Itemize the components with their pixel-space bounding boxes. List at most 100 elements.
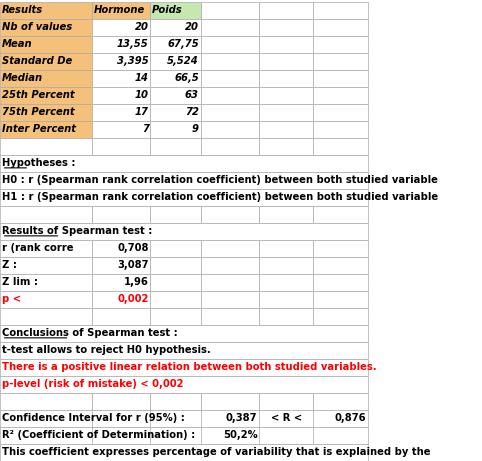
Bar — [259, 19, 313, 36]
Bar — [313, 2, 368, 19]
Bar — [92, 274, 150, 291]
Bar — [0, 240, 92, 257]
Text: p <: p < — [1, 294, 21, 304]
Bar — [259, 138, 313, 155]
Bar — [0, 19, 92, 36]
Bar — [201, 240, 259, 257]
Text: This coefficient expresses percentage of variability that is explained by the: This coefficient expresses percentage of… — [1, 447, 430, 457]
Text: 50,2%: 50,2% — [223, 430, 257, 440]
Bar — [150, 240, 201, 257]
Text: 14: 14 — [135, 73, 149, 83]
Bar — [201, 70, 259, 87]
Bar — [0, 36, 92, 53]
Text: Results: Results — [1, 5, 43, 15]
Bar — [92, 121, 150, 138]
Bar — [201, 53, 259, 70]
Text: 13,55: 13,55 — [117, 39, 149, 49]
Bar — [259, 393, 313, 410]
Bar — [313, 19, 368, 36]
Bar — [0, 393, 92, 410]
Bar — [92, 308, 150, 325]
Bar — [259, 87, 313, 104]
Bar — [150, 2, 201, 19]
Bar — [201, 2, 259, 19]
Text: Standard De: Standard De — [1, 56, 72, 66]
Bar — [201, 19, 259, 36]
Bar — [150, 70, 201, 87]
Bar — [259, 104, 313, 121]
Bar — [313, 240, 368, 257]
Bar — [201, 87, 259, 104]
Text: 5,524: 5,524 — [167, 56, 199, 66]
Bar — [92, 393, 150, 410]
Text: Poids: Poids — [152, 5, 183, 15]
Text: Mean: Mean — [1, 39, 32, 49]
Text: p-level (risk of mistake) < 0,002: p-level (risk of mistake) < 0,002 — [1, 379, 183, 389]
Text: 3,087: 3,087 — [117, 260, 149, 270]
Bar — [92, 70, 150, 87]
Bar — [150, 104, 201, 121]
Bar — [0, 104, 92, 121]
Bar — [0, 325, 368, 342]
Text: There is a positive linear relation between both studied variables.: There is a positive linear relation betw… — [1, 362, 376, 372]
Bar — [313, 308, 368, 325]
Bar — [0, 274, 92, 291]
Bar — [150, 291, 201, 308]
Bar — [150, 138, 201, 155]
Bar — [259, 36, 313, 53]
Bar — [150, 19, 201, 36]
Text: H1 : r (Spearman rank correlation coefficient) between both studied variable: H1 : r (Spearman rank correlation coeffi… — [1, 192, 438, 202]
Text: 75th Percent: 75th Percent — [1, 107, 74, 117]
Text: R² (Coefficient of Determination) :: R² (Coefficient of Determination) : — [1, 430, 195, 440]
Bar — [92, 138, 150, 155]
Bar — [201, 138, 259, 155]
Bar — [150, 36, 201, 53]
Text: Hormone: Hormone — [94, 5, 145, 15]
Bar — [150, 257, 201, 274]
Text: Median: Median — [1, 73, 43, 83]
Bar — [0, 291, 92, 308]
Text: 0,002: 0,002 — [118, 294, 149, 304]
Bar — [313, 257, 368, 274]
Bar — [92, 53, 150, 70]
Text: 25th Percent: 25th Percent — [1, 90, 74, 100]
Bar — [0, 223, 368, 240]
Bar — [0, 427, 368, 444]
Bar — [0, 359, 368, 376]
Bar — [313, 274, 368, 291]
Bar — [0, 189, 368, 206]
Bar — [313, 393, 368, 410]
Bar — [313, 70, 368, 87]
Bar — [259, 121, 313, 138]
Bar — [313, 206, 368, 223]
Bar — [259, 274, 313, 291]
Text: 1,96: 1,96 — [124, 277, 149, 287]
Bar — [259, 70, 313, 87]
Text: Inter Percent: Inter Percent — [1, 124, 76, 134]
Bar — [201, 36, 259, 53]
Bar — [92, 19, 150, 36]
Text: 67,75: 67,75 — [167, 39, 199, 49]
Bar — [0, 121, 92, 138]
Bar — [201, 121, 259, 138]
Bar — [201, 393, 259, 410]
Text: < R <: < R < — [271, 413, 302, 423]
Bar — [201, 206, 259, 223]
Bar — [150, 206, 201, 223]
Text: Nb of values: Nb of values — [1, 22, 72, 32]
Text: 72: 72 — [185, 107, 199, 117]
Bar — [0, 410, 368, 427]
Bar — [150, 87, 201, 104]
Text: Conclusions of Spearman test :: Conclusions of Spearman test : — [1, 328, 177, 338]
Text: t-test allows to reject H0 hypothesis.: t-test allows to reject H0 hypothesis. — [1, 345, 211, 355]
Bar — [259, 240, 313, 257]
Text: 0,708: 0,708 — [117, 243, 149, 253]
Bar — [313, 121, 368, 138]
Text: 3,395: 3,395 — [117, 56, 149, 66]
Bar — [0, 70, 92, 87]
Text: 0,876: 0,876 — [335, 413, 366, 423]
Bar — [0, 138, 92, 155]
Bar — [0, 155, 368, 172]
Bar — [313, 138, 368, 155]
Bar — [259, 308, 313, 325]
